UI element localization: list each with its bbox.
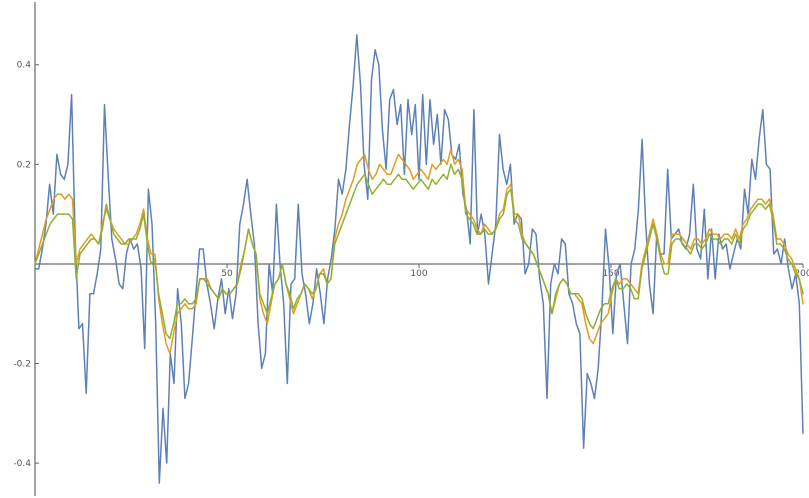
series-line-2: [34, 148, 804, 355]
tick-labels: 50 100 150 200 -0.4 -0.2 0.2 0.4: [13, 61, 809, 469]
x-tick-label: 100: [410, 269, 427, 279]
y-tick-label: 0.4: [17, 61, 32, 71]
series-line-3: [34, 163, 804, 340]
x-tick-label: 200: [794, 269, 809, 279]
y-tick-label: -0.4: [13, 459, 31, 469]
series-lines: [34, 34, 804, 484]
x-tick-label: 50: [221, 269, 233, 279]
axes: [34, 2, 804, 496]
x-tick-label: 150: [602, 269, 619, 279]
y-tick-label: 0.2: [17, 160, 31, 170]
y-tick-label: -0.2: [13, 360, 31, 370]
